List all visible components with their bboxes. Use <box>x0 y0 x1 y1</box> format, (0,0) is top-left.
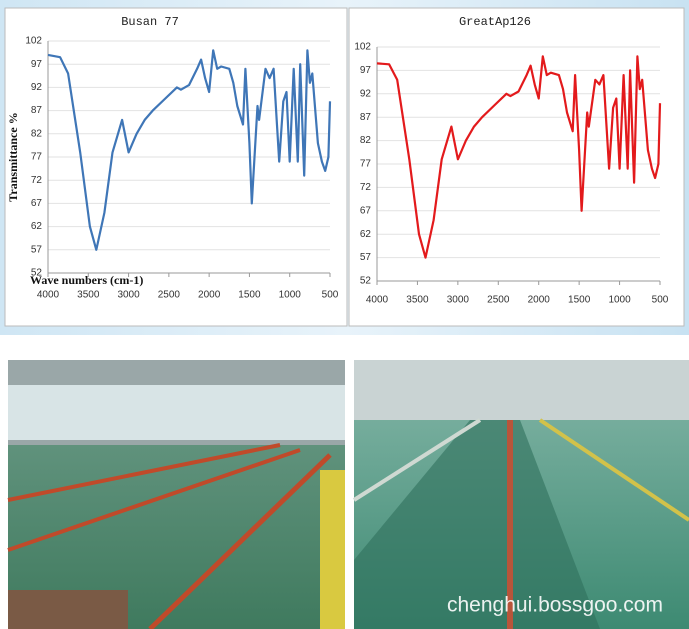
x-tick-label: 2500 <box>158 290 181 301</box>
y-tick-label: 67 <box>360 205 372 216</box>
x-tick-label: 3500 <box>77 290 100 301</box>
y-tick-label: 67 <box>31 198 43 209</box>
x-tick-label: 1500 <box>568 295 591 306</box>
x-tick-label: 3500 <box>406 295 429 306</box>
x-tick-label: 2000 <box>198 290 221 301</box>
y-tick-label: 102 <box>354 42 371 53</box>
chart-title: Busan 77 <box>121 15 179 29</box>
pool-photo <box>7 360 345 629</box>
y-tick-label: 77 <box>360 159 372 170</box>
x-tick-label: 500 <box>322 290 339 301</box>
y-tick-label: 97 <box>360 65 372 76</box>
x-tick-label: 1000 <box>279 290 302 301</box>
y-tick-label: 52 <box>360 276 372 287</box>
x-tick-label: 1000 <box>608 295 631 306</box>
y-tick-label: 62 <box>360 229 372 240</box>
x-tick-label: 3000 <box>117 290 140 301</box>
x-tick-label: 4000 <box>366 295 389 306</box>
y-tick-label: 97 <box>31 59 43 70</box>
y-tick-label: 72 <box>31 175 43 186</box>
y-tick-label: 57 <box>360 252 372 263</box>
y-tick-label: 72 <box>360 182 372 193</box>
y-tick-label: 92 <box>31 82 43 93</box>
y-tick-label: 82 <box>31 128 43 139</box>
y-tick-label: 92 <box>360 88 372 99</box>
y-tick-label: 52 <box>31 268 43 279</box>
x-tick-label: 500 <box>652 295 669 306</box>
x-tick-label: 4000 <box>37 290 60 301</box>
x-tick-label: 2000 <box>528 295 551 306</box>
y-tick-label: 62 <box>31 221 43 232</box>
x-tick-label: 1500 <box>238 290 261 301</box>
y-tick-label: 77 <box>31 152 43 163</box>
y-tick-label: 57 <box>31 244 43 255</box>
spectrum-line <box>376 55 662 259</box>
y-tick-label: 82 <box>360 135 372 146</box>
chart-title: GreatAp126 <box>459 15 531 29</box>
watermark: chenghui.bossgoo.com <box>447 594 663 617</box>
x-tick-label: 2500 <box>487 295 510 306</box>
spectrum-line <box>47 49 332 251</box>
y-axis-label: Transmittance % <box>6 112 20 201</box>
y-tick-label: 87 <box>360 112 372 123</box>
y-tick-label: 87 <box>31 105 43 116</box>
x-axis-label: Wave numbers (cm-1) <box>30 273 143 287</box>
y-tick-label: 102 <box>25 36 42 47</box>
pool-photo <box>352 360 689 629</box>
x-tick-label: 3000 <box>447 295 470 306</box>
